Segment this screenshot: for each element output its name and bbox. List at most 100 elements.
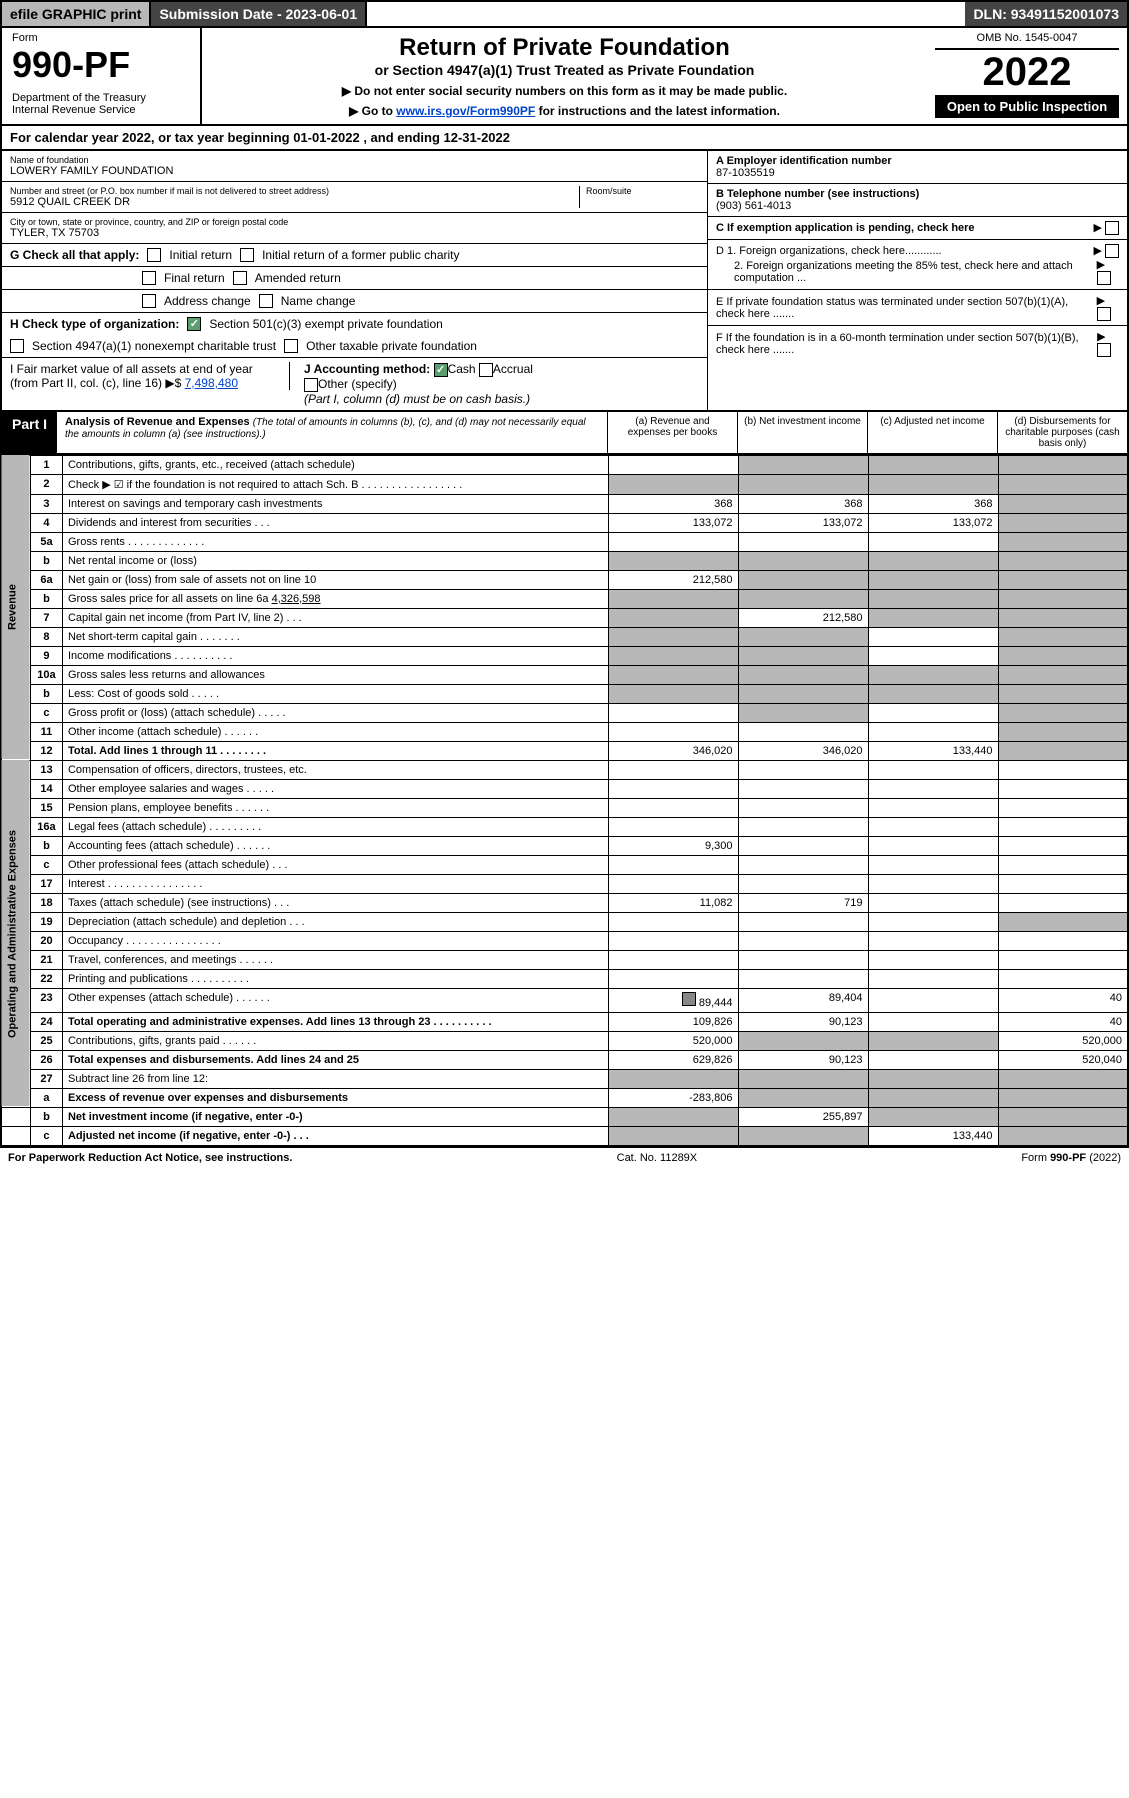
row-27: 27Subtract line 26 from line 12: [1,1069,1128,1088]
d1-label: D 1. Foreign organizations, check here..… [716,245,942,257]
chk-other-taxable[interactable] [284,339,298,353]
h-check-row2: Section 4947(a)(1) nonexempt charitable … [2,335,707,358]
d-box: D 1. Foreign organizations, check here..… [708,240,1127,290]
opt-cash: Cash [448,362,476,376]
row-26: 26Total expenses and disbursements. Add … [1,1050,1128,1069]
info-left: Name of foundation LOWERY FAMILY FOUNDAT… [2,151,707,410]
note2-post: for instructions and the latest informat… [539,104,780,118]
chk-c[interactable] [1105,221,1119,235]
e-box: E If private foundation status was termi… [708,290,1127,326]
ein-val: 87-1035519 [716,167,775,179]
chk-d1[interactable] [1105,244,1119,258]
chk-e[interactable] [1097,307,1111,321]
opt-other: Other (specify) [318,377,397,391]
attachment-icon[interactable] [682,992,696,1006]
g-check-row3: Address change Name change [2,290,707,313]
opt-final: Final return [164,271,225,285]
form-label: Form [12,32,190,44]
row-23: 23Other expenses (attach schedule) . . .… [1,988,1128,1012]
row-12: 12Total. Add lines 1 through 11 . . . . … [1,741,1128,760]
chk-initial-public[interactable] [240,248,254,262]
chk-501c3[interactable] [187,317,201,331]
col-b-header: (b) Net investment income [737,412,867,453]
6b-val: 4,326,598 [272,593,321,605]
col-headers: (a) Revenue and expenses per books (b) N… [607,412,1127,453]
col-a-header: (a) Revenue and expenses per books [607,412,737,453]
top-bar: efile GRAPHIC print Submission Date - 20… [0,0,1129,28]
row-7: 7Capital gain net income (from Part IV, … [1,608,1128,627]
part1-label: Part I [2,412,57,453]
row-16c: cOther professional fees (attach schedul… [1,855,1128,874]
row-24: 24Total operating and administrative exp… [1,1012,1128,1031]
opt-accrual: Accrual [493,362,533,376]
form-title: Return of Private Foundation [208,34,921,62]
chk-initial-return[interactable] [147,248,161,262]
opt-namechg: Name change [281,294,356,308]
row-27c: cAdjusted net income (if negative, enter… [1,1126,1128,1146]
e-label: E If private foundation status was termi… [716,296,1097,320]
g-check-row2: Final return Amended return [2,267,707,290]
footer-right: Form 990-PF (2022) [1021,1152,1121,1164]
i-val-link[interactable]: 7,498,480 [185,376,238,390]
row-18: 18Taxes (attach schedule) (see instructi… [1,893,1128,912]
row-2: 2Check ▶ ☑ if the foundation is not requ… [1,474,1128,494]
irs-link[interactable]: www.irs.gov/Form990PF [396,104,535,118]
row-9: 9Income modifications . . . . . . . . . … [1,646,1128,665]
row-16b: bAccounting fees (attach schedule) . . .… [1,836,1128,855]
chk-other-method[interactable] [304,378,318,392]
room-label: Room/suite [586,186,699,196]
chk-amended[interactable] [233,271,247,285]
addr-label: Number and street (or P.O. box number if… [10,186,579,196]
chk-d2[interactable] [1097,271,1111,285]
f-label: F If the foundation is in a 60-month ter… [716,332,1097,356]
opt-4947: Section 4947(a)(1) nonexempt charitable … [32,339,276,353]
part1-title: Analysis of Revenue and Expenses [65,416,250,428]
chk-final-return[interactable] [142,271,156,285]
opt-amended: Amended return [255,271,341,285]
phone-val: (903) 561-4013 [716,200,791,212]
f-box: F If the foundation is in a 60-month ter… [708,326,1127,361]
row-10b: bLess: Cost of goods sold . . . . . [1,684,1128,703]
chk-name-change[interactable] [259,294,273,308]
d2-label: 2. Foreign organizations meeting the 85%… [734,260,1097,284]
row-1: Revenue 1Contributions, gifts, grants, e… [1,455,1128,474]
a-label: A Employer identification number [716,155,892,167]
form-header: Form 990-PF Department of the Treasury I… [0,28,1129,126]
ein-box: A Employer identification number 87-1035… [708,151,1127,184]
row-5a: 5aGross rents . . . . . . . . . . . . . [1,532,1128,551]
row-25: 25Contributions, gifts, grants paid . . … [1,1031,1128,1050]
chk-address-change[interactable] [142,294,156,308]
c-label: C If exemption application is pending, c… [716,222,975,234]
row-20: 20Occupancy . . . . . . . . . . . . . . … [1,931,1128,950]
city-box: City or town, state or province, country… [2,213,707,244]
b-label: B Telephone number (see instructions) [716,188,919,200]
opt-othertax: Other taxable private foundation [306,339,477,353]
open-public-badge: Open to Public Inspection [935,95,1119,118]
revenue-label: Revenue [1,455,30,760]
row-16a: 16aLegal fees (attach schedule) . . . . … [1,817,1128,836]
footer-left: For Paperwork Reduction Act Notice, see … [8,1152,292,1164]
chk-f[interactable] [1097,343,1111,357]
header-right: OMB No. 1545-0047 2022 Open to Public In… [927,28,1127,124]
opt-initial: Initial return [169,248,232,262]
g-label: G Check all that apply: [10,248,139,262]
header-left: Form 990-PF Department of the Treasury I… [2,28,202,124]
tax-year: 2022 [935,50,1119,95]
note-1: ▶ Do not enter social security numbers o… [208,84,921,98]
chk-accrual[interactable] [479,363,493,377]
row-8: 8Net short-term capital gain . . . . . .… [1,627,1128,646]
row-6a: 6aNet gain or (loss) from sale of assets… [1,570,1128,589]
chk-4947[interactable] [10,339,24,353]
ij-row: I Fair market value of all assets at end… [2,358,707,410]
header-center: Return of Private Foundation or Section … [202,28,927,124]
h-check-row: H Check type of organization: Section 50… [2,313,707,335]
h-label: H Check type of organization: [10,317,179,331]
opt-501c3: Section 501(c)(3) exempt private foundat… [209,317,442,331]
omb-number: OMB No. 1545-0047 [935,32,1119,50]
expenses-label: Operating and Administrative Expenses [1,760,30,1107]
g-check-row: G Check all that apply: Initial return I… [2,244,707,267]
c-box: C If exemption application is pending, c… [708,217,1127,240]
row-27b: bNet investment income (if negative, ent… [1,1107,1128,1126]
chk-cash[interactable] [434,363,448,377]
calendar-year-row: For calendar year 2022, or tax year begi… [0,126,1129,151]
